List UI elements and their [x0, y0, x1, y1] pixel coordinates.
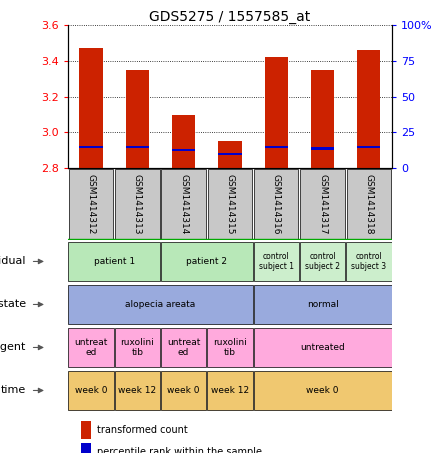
FancyBboxPatch shape: [346, 169, 391, 239]
Bar: [79, 48, 102, 168]
FancyBboxPatch shape: [115, 371, 160, 410]
Bar: [219, 153, 241, 155]
FancyBboxPatch shape: [68, 371, 114, 410]
FancyBboxPatch shape: [254, 169, 298, 239]
Text: control
subject 3: control subject 3: [351, 252, 386, 271]
Text: untreat
ed: untreat ed: [167, 338, 200, 357]
FancyBboxPatch shape: [161, 328, 206, 367]
Bar: [172, 149, 195, 151]
FancyBboxPatch shape: [115, 169, 159, 239]
Text: time: time: [0, 386, 26, 395]
FancyBboxPatch shape: [115, 328, 160, 367]
FancyBboxPatch shape: [254, 371, 392, 410]
Text: GSM1414317: GSM1414317: [318, 174, 327, 234]
Text: control
subject 1: control subject 1: [259, 252, 294, 271]
Bar: [126, 70, 149, 168]
Text: GSM1414313: GSM1414313: [133, 174, 142, 234]
Title: GDS5275 / 1557585_at: GDS5275 / 1557585_at: [149, 10, 311, 24]
Text: week 0: week 0: [75, 386, 107, 395]
Text: ruxolini
tib: ruxolini tib: [213, 338, 247, 357]
Text: GSM1414316: GSM1414316: [272, 174, 281, 234]
Bar: [357, 50, 381, 168]
Text: week 0: week 0: [167, 386, 200, 395]
Bar: [81, 421, 91, 439]
Bar: [311, 70, 334, 168]
Text: control
subject 2: control subject 2: [305, 252, 340, 271]
FancyBboxPatch shape: [161, 371, 206, 410]
Text: patient 1: patient 1: [94, 257, 135, 266]
FancyBboxPatch shape: [208, 169, 252, 239]
FancyBboxPatch shape: [68, 284, 253, 324]
Text: GSM1414312: GSM1414312: [87, 174, 95, 234]
Bar: [265, 146, 288, 148]
FancyBboxPatch shape: [207, 371, 253, 410]
Bar: [81, 443, 91, 453]
Text: transformed count: transformed count: [97, 425, 188, 435]
FancyBboxPatch shape: [346, 241, 392, 281]
Text: GSM1414315: GSM1414315: [226, 174, 234, 234]
Bar: [79, 146, 102, 148]
Bar: [126, 146, 149, 148]
Text: untreated: untreated: [300, 343, 345, 352]
FancyBboxPatch shape: [161, 241, 253, 281]
Bar: [311, 148, 334, 149]
FancyBboxPatch shape: [207, 328, 253, 367]
Text: percentile rank within the sample: percentile rank within the sample: [97, 447, 262, 453]
Bar: [265, 57, 288, 168]
FancyBboxPatch shape: [300, 169, 345, 239]
FancyBboxPatch shape: [254, 328, 392, 367]
Text: disease state: disease state: [0, 299, 26, 309]
FancyBboxPatch shape: [69, 169, 113, 239]
Text: normal: normal: [307, 300, 339, 309]
Text: GSM1414318: GSM1414318: [364, 174, 373, 234]
FancyBboxPatch shape: [162, 169, 206, 239]
Text: individual: individual: [0, 256, 26, 266]
Text: GSM1414314: GSM1414314: [179, 174, 188, 234]
FancyBboxPatch shape: [68, 241, 160, 281]
Text: week 12: week 12: [211, 386, 249, 395]
Bar: [357, 146, 381, 148]
FancyBboxPatch shape: [254, 241, 299, 281]
Bar: [172, 115, 195, 168]
Text: agent: agent: [0, 342, 26, 352]
FancyBboxPatch shape: [300, 241, 345, 281]
FancyBboxPatch shape: [68, 328, 114, 367]
Text: patient 2: patient 2: [186, 257, 227, 266]
FancyBboxPatch shape: [254, 284, 392, 324]
Text: week 0: week 0: [306, 386, 339, 395]
Text: alopecia areata: alopecia areata: [125, 300, 196, 309]
Text: week 12: week 12: [118, 386, 156, 395]
Bar: [219, 141, 241, 168]
Text: untreat
ed: untreat ed: [74, 338, 108, 357]
Text: ruxolini
tib: ruxolini tib: [120, 338, 154, 357]
